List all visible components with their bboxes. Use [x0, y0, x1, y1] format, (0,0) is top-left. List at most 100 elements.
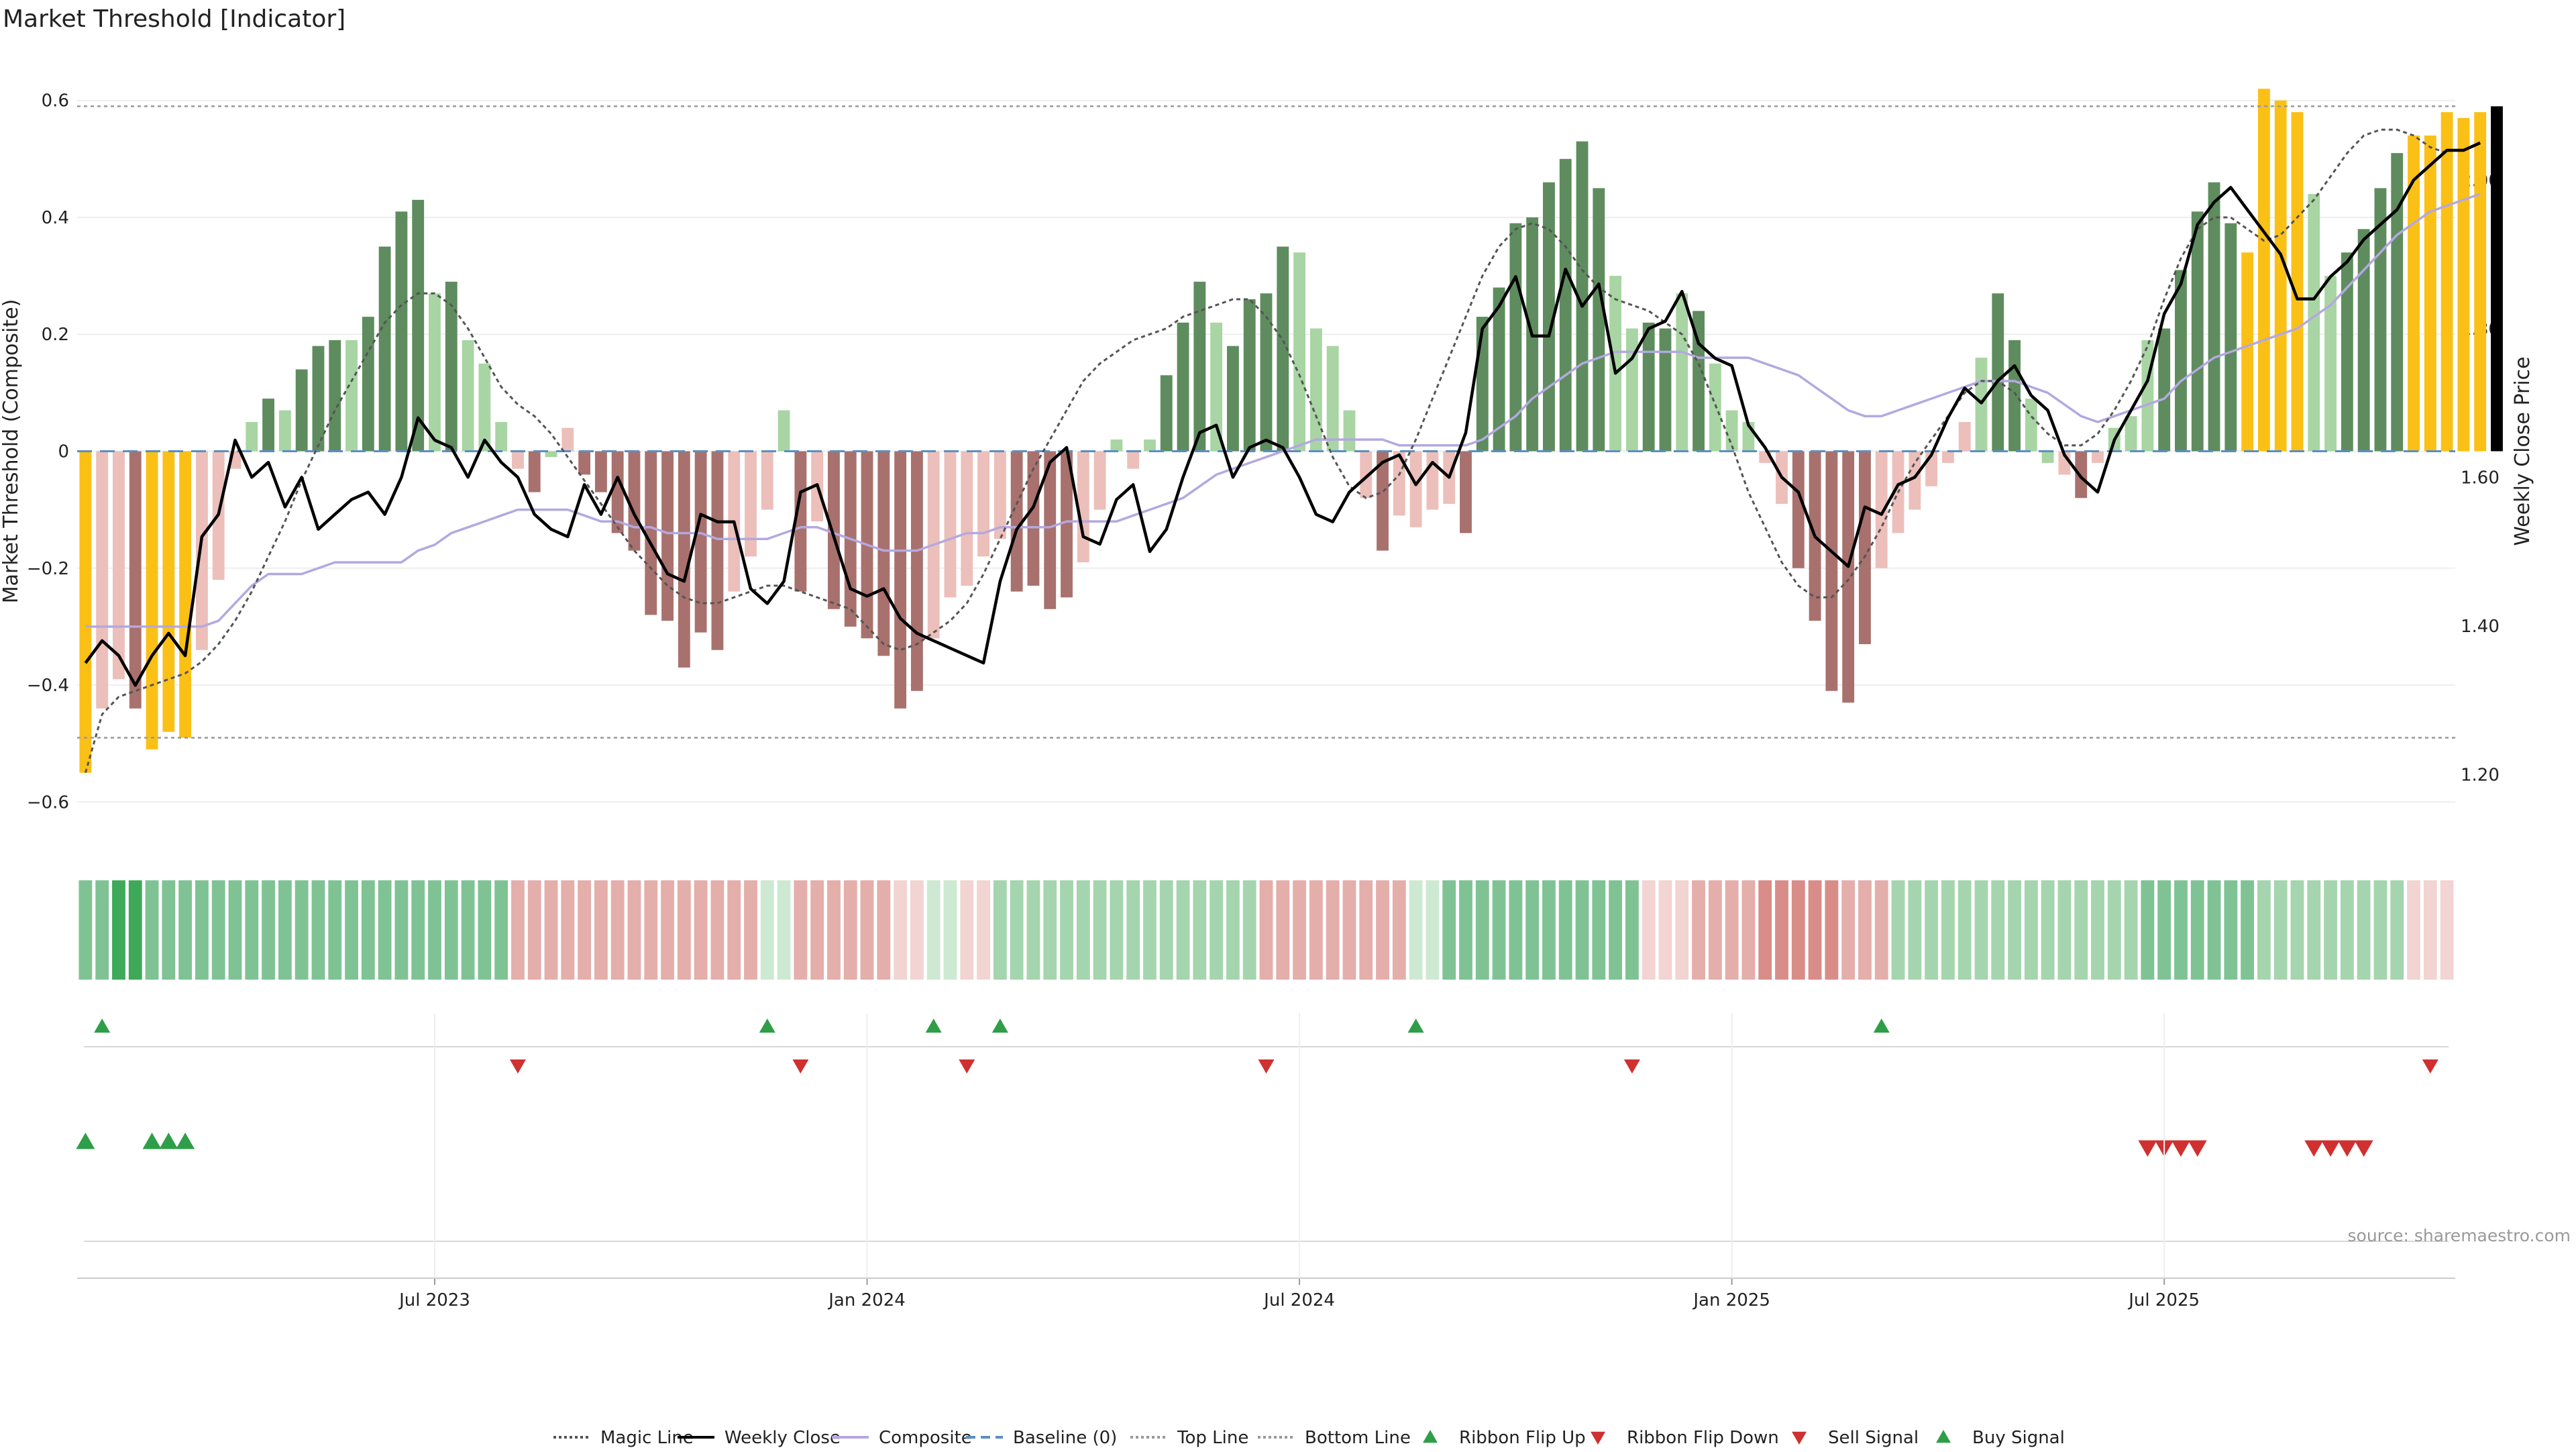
- threshold-bar: [1260, 293, 1273, 452]
- ribbon-cell: [894, 880, 908, 980]
- threshold-bar: [2491, 106, 2503, 452]
- y-right-tick-label: 1.60: [2461, 468, 2500, 488]
- threshold-bar: [1177, 322, 1189, 452]
- threshold-bar: [645, 451, 657, 615]
- legend-label: Sell Signal: [1828, 1428, 1919, 1448]
- ribbon-cell: [345, 880, 358, 980]
- ribbon-flip-up-marker: [1873, 1019, 1890, 1033]
- ribbon-cell: [2307, 880, 2321, 980]
- threshold-bar: [2041, 451, 2054, 463]
- ribbon-cell: [2190, 880, 2204, 980]
- ribbon-panel: [78, 880, 2454, 980]
- threshold-bar: [1609, 276, 1622, 452]
- ribbon-flip-up-marker: [94, 1019, 111, 1033]
- x-tick-label: Jan 2024: [827, 1290, 906, 1310]
- ribbon-cell: [1392, 880, 1406, 980]
- threshold-bar: [2241, 252, 2254, 452]
- legend-swatch: [1936, 1430, 1951, 1443]
- threshold-bar: [1659, 328, 1672, 452]
- ribbon-cell: [1675, 880, 1689, 980]
- ribbon-cell: [2041, 880, 2055, 980]
- ribbon-cell: [843, 880, 857, 980]
- threshold-bar: [429, 293, 441, 452]
- ribbon-cell: [1775, 880, 1788, 980]
- threshold-bar: [1277, 246, 1289, 452]
- threshold-bar: [445, 281, 458, 452]
- ribbon-cell: [1542, 880, 1556, 980]
- x-tick-label: Jul 2025: [2127, 1290, 2200, 1310]
- ribbon-cell: [2008, 880, 2021, 980]
- legend-item: Weekly Close: [678, 1428, 841, 1448]
- threshold-bar: [512, 451, 524, 469]
- threshold-bar: [1127, 451, 1140, 469]
- ribbon-cell: [860, 880, 874, 980]
- ribbon-cell: [1409, 880, 1423, 980]
- ribbon-cell: [162, 880, 176, 980]
- threshold-bar: [2208, 182, 2220, 452]
- ribbon-cell: [2074, 880, 2088, 980]
- ribbon-flip-down-marker: [959, 1059, 975, 1074]
- ribbon-cell: [1259, 880, 1273, 980]
- ribbon-cell: [378, 880, 392, 980]
- y-right-tick-label: 1.20: [2461, 765, 2500, 785]
- threshold-bar: [1426, 451, 1439, 510]
- x-axis: Jul 2023 Jan 2024 Jul 2024 Jan 2025 Jul 2025: [77, 1013, 2455, 1310]
- ribbon-cell: [95, 880, 109, 980]
- threshold-bar: [1061, 451, 1073, 598]
- threshold-bar: [113, 451, 125, 680]
- threshold-bar: [561, 427, 574, 452]
- ribbon-flip-down-marker: [1258, 1059, 1275, 1074]
- ribbon-cell: [1558, 880, 1572, 980]
- threshold-bar: [1160, 375, 1173, 452]
- ribbon-cell: [1791, 880, 1805, 980]
- ribbon-cell: [794, 880, 808, 980]
- ribbon-cell: [2373, 880, 2387, 980]
- threshold-bar: [1958, 421, 1971, 452]
- legend-label: Ribbon Flip Down: [1627, 1428, 1779, 1448]
- legend: Magic Line Weekly Close Composite Baseline …: [553, 1428, 2065, 1448]
- threshold-bar: [2191, 211, 2204, 452]
- ribbon-cell: [1592, 880, 1606, 980]
- ribbon-cell: [245, 880, 259, 980]
- threshold-bar: [944, 451, 957, 598]
- ribbon-flip-down-marker: [1623, 1059, 1640, 1074]
- threshold-bar: [1044, 451, 1057, 609]
- threshold-bar: [162, 451, 175, 732]
- signal-panel: [76, 1133, 2449, 1242]
- threshold-bar: [611, 451, 624, 533]
- ribbon-cell: [1176, 880, 1190, 980]
- ribbon-cell: [1741, 880, 1756, 980]
- ribbon-cell: [760, 880, 774, 980]
- ribbon-cell: [1193, 880, 1207, 980]
- y-tick-label: −0.2: [27, 559, 69, 579]
- legend-label: Top Line: [1177, 1428, 1248, 1448]
- threshold-bar: [1709, 363, 1721, 452]
- ribbon-cell: [1941, 880, 1955, 980]
- legend-item: Magic Line: [553, 1428, 694, 1448]
- ribbon-cell: [2224, 880, 2238, 980]
- threshold-bar: [2457, 117, 2470, 452]
- ribbon-cell: [211, 880, 225, 980]
- ribbon-cell: [827, 880, 841, 980]
- ribbon-cell: [178, 880, 193, 980]
- y-tick-label: 0.2: [42, 325, 69, 345]
- ribbon-cell: [960, 880, 974, 980]
- weekly-close-line: [84, 141, 2481, 687]
- buy-signal-marker: [176, 1133, 195, 1149]
- sell-signal-marker: [2304, 1140, 2324, 1157]
- ribbon-flip-down-marker: [2422, 1059, 2438, 1074]
- threshold-bar: [2075, 451, 2088, 499]
- ribbon-cell: [2440, 880, 2454, 980]
- threshold-bar: [1859, 451, 1871, 645]
- ribbon-cell: [661, 880, 674, 980]
- legend-item: Ribbon Flip Down: [1591, 1428, 1779, 1448]
- ribbon-cell: [1525, 880, 1540, 980]
- ribbon-cell: [2340, 880, 2354, 980]
- threshold-bar: [2440, 112, 2453, 452]
- threshold-bar: [661, 451, 674, 621]
- y-tick-label: −0.6: [27, 792, 69, 813]
- ribbon-cell: [1492, 880, 1506, 980]
- threshold-bar: [179, 451, 192, 738]
- threshold-bar: [2125, 416, 2137, 452]
